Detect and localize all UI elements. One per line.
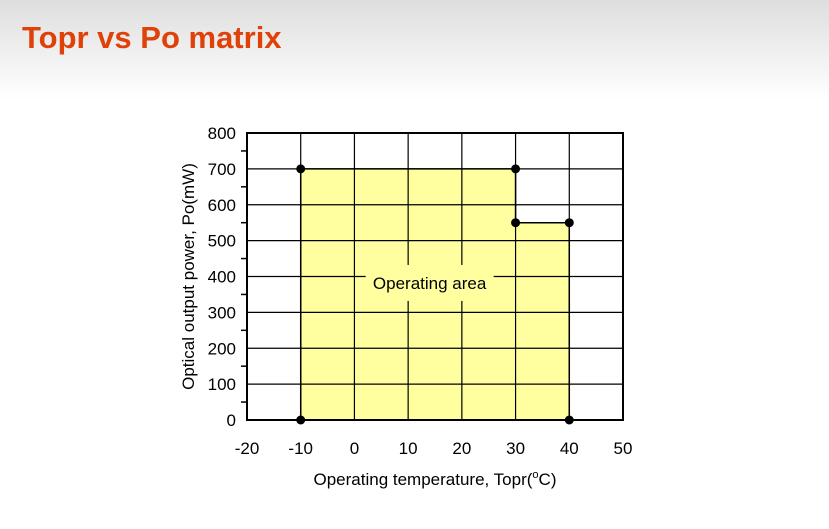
y-axis-tick-label: 400 [208,268,236,287]
y-axis-title: Optical output power, Po(mW) [179,163,198,390]
y-axis-tick-label: 700 [208,160,236,179]
page-title: Topr vs Po matrix [22,20,282,55]
x-axis-tick-label: 30 [506,439,525,458]
operating-area-label: Operating area [373,274,487,293]
y-axis-tick-label: 500 [208,232,236,251]
y-axis-tick-label: 0 [227,411,236,430]
data-point-marker [511,164,521,174]
x-axis-tick-label: 0 [350,439,359,458]
y-axis-tick-label: 600 [208,196,236,215]
y-axis-tick-label: 300 [208,303,236,322]
operating-area-boundary-line [299,168,571,420]
x-axis-tick-label: 40 [560,439,579,458]
data-point-marker [296,164,306,174]
operating-area-label-background [365,264,494,301]
x-axis-tick-label: 50 [614,439,633,458]
y-axis-tick-label: 200 [208,339,236,358]
data-point-marker [564,218,574,228]
x-axis-tick-label: -20 [235,439,260,458]
x-axis-tick-label: 10 [399,439,418,458]
x-axis-title: Operating temperature, Topr(oC) [314,469,557,489]
x-axis-tick-label: -10 [288,439,313,458]
data-point-marker [511,218,521,228]
plot-border [246,132,624,421]
y-axis-tick-label: 800 [208,124,236,143]
x-axis-tick-label: 20 [452,439,471,458]
data-point-marker [296,415,306,425]
y-axis-tick-label: 100 [208,375,236,394]
data-point-marker [564,415,574,425]
